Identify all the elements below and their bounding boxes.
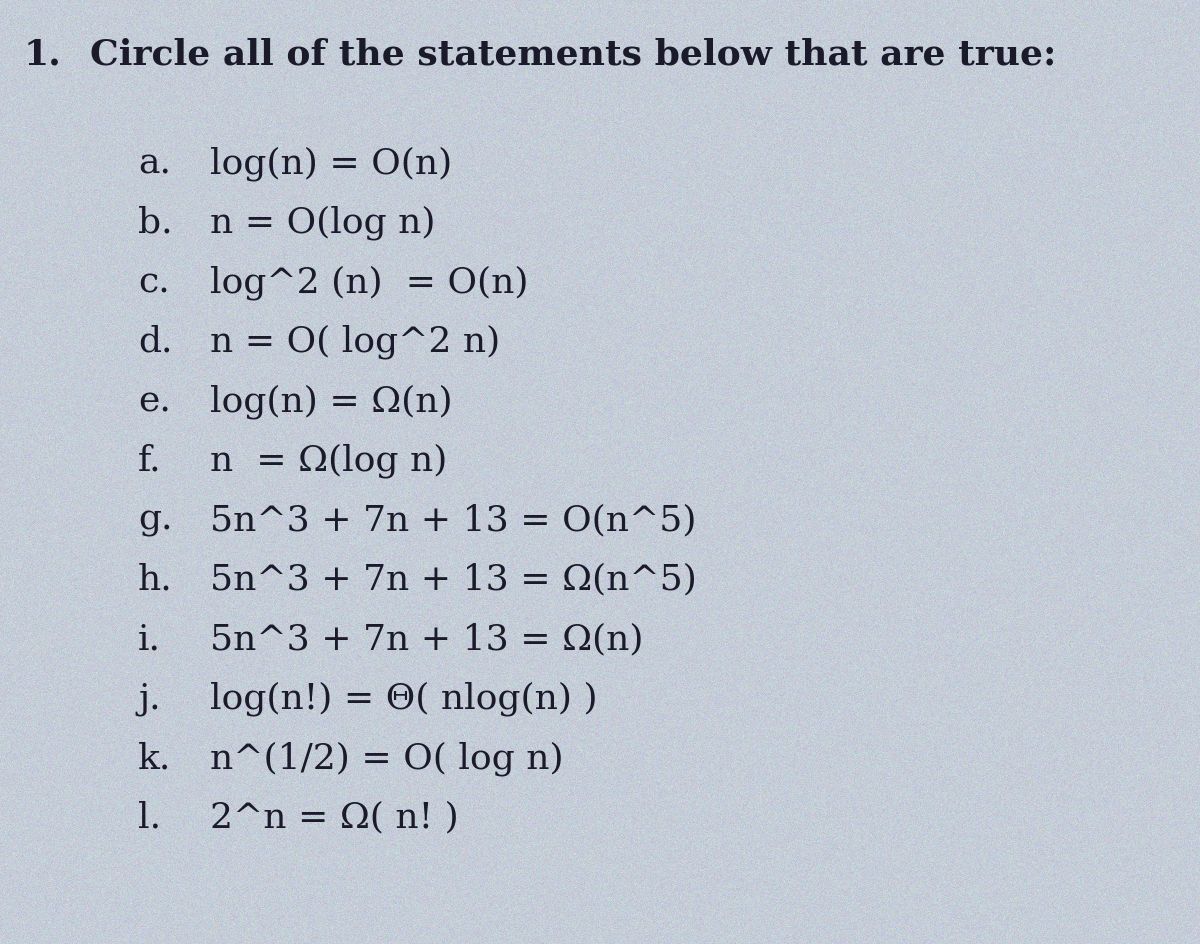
- Text: k.: k.: [138, 741, 172, 775]
- Text: log(n) = Ω(n): log(n) = Ω(n): [210, 384, 452, 419]
- Text: a.: a.: [138, 146, 172, 180]
- Text: 5n^3 + 7n + 13 = Ω(n^5): 5n^3 + 7n + 13 = Ω(n^5): [210, 563, 697, 597]
- Text: log^2 (n)  = O(n): log^2 (n) = O(n): [210, 265, 528, 300]
- Text: i.: i.: [138, 622, 161, 656]
- Text: 1.: 1.: [24, 38, 61, 72]
- Text: 5n^3 + 7n + 13 = Ω(n): 5n^3 + 7n + 13 = Ω(n): [210, 622, 643, 656]
- Text: n = O(log n): n = O(log n): [210, 206, 436, 241]
- Text: 5n^3 + 7n + 13 = O(n^5): 5n^3 + 7n + 13 = O(n^5): [210, 503, 696, 537]
- Text: n^(1/2) = O( log n): n^(1/2) = O( log n): [210, 741, 564, 776]
- Text: 2^n = Ω( n! ): 2^n = Ω( n! ): [210, 801, 458, 834]
- Text: c.: c.: [138, 265, 169, 299]
- Text: g.: g.: [138, 503, 173, 537]
- Text: b.: b.: [138, 206, 173, 240]
- Text: Circle all of the statements below that are true:: Circle all of the statements below that …: [90, 38, 1056, 72]
- Text: log(n) = O(n): log(n) = O(n): [210, 146, 452, 181]
- Text: log(n!) = Θ( nlog(n) ): log(n!) = Θ( nlog(n) ): [210, 682, 598, 716]
- Text: j.: j.: [138, 682, 161, 716]
- Text: d.: d.: [138, 325, 173, 359]
- Text: l.: l.: [138, 801, 161, 834]
- Text: f.: f.: [138, 444, 162, 478]
- Text: n  = Ω(log n): n = Ω(log n): [210, 444, 448, 479]
- Text: e.: e.: [138, 384, 170, 418]
- Text: n = O( log^2 n): n = O( log^2 n): [210, 325, 500, 360]
- Text: h.: h.: [138, 563, 173, 597]
